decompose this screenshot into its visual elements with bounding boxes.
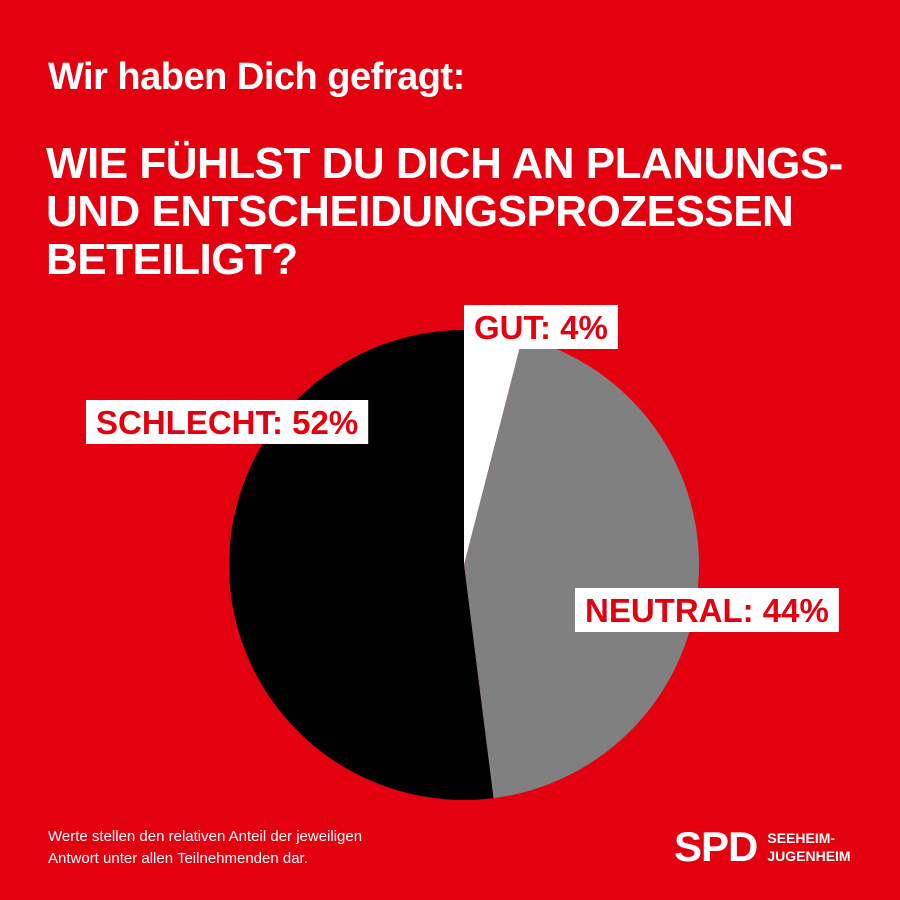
slice-label-text: GUT: 4% (474, 309, 608, 346)
question-title: WIE FÜHLST DU DICH AN PLANUNGS- UND ENTS… (46, 140, 876, 284)
question-line: WIE FÜHLST DU DICH AN PLANUNGS- (46, 139, 843, 188)
slice-label-schlecht: SCHLECHT: 52% (86, 400, 369, 444)
question-line: UND ENTSCHEIDUNGSPROZESSEN (46, 187, 794, 236)
pie-slice-schlecht (229, 330, 494, 800)
footnote: Werte stellen den relativen Anteil der j… (48, 826, 362, 870)
slice-label-box (464, 305, 618, 349)
pie-slice-neutral (464, 337, 699, 799)
logo-mark: SPD (674, 823, 758, 870)
logo-town: SEEHEIM- JUGENHEIM (767, 829, 850, 865)
slice-label-box (575, 588, 839, 632)
footnote-line: Werte stellen den relativen Anteil der j… (48, 828, 363, 845)
kicker-text: Wir haben Dich gefragt: (48, 56, 465, 98)
slice-label-text: NEUTRAL: 44% (585, 592, 829, 629)
footnote-line: Antwort unter allen Teilnehmenden dar. (48, 850, 308, 867)
spd-logo: SPD SEEHEIM- JUGENHEIM (674, 826, 851, 868)
question-line: BETEILIGT? (46, 235, 298, 284)
slice-label-neutral: NEUTRAL: 44% (575, 588, 839, 632)
logo-town-line: SEEHEIM- (767, 830, 836, 846)
pie-slice-gut (464, 330, 523, 565)
slice-label-gut: GUT: 4% (464, 305, 618, 349)
slice-label-text: SCHLECHT: 52% (96, 404, 358, 441)
slice-label-box (86, 400, 369, 444)
logo-town-line: JUGENHEIM (767, 848, 851, 864)
